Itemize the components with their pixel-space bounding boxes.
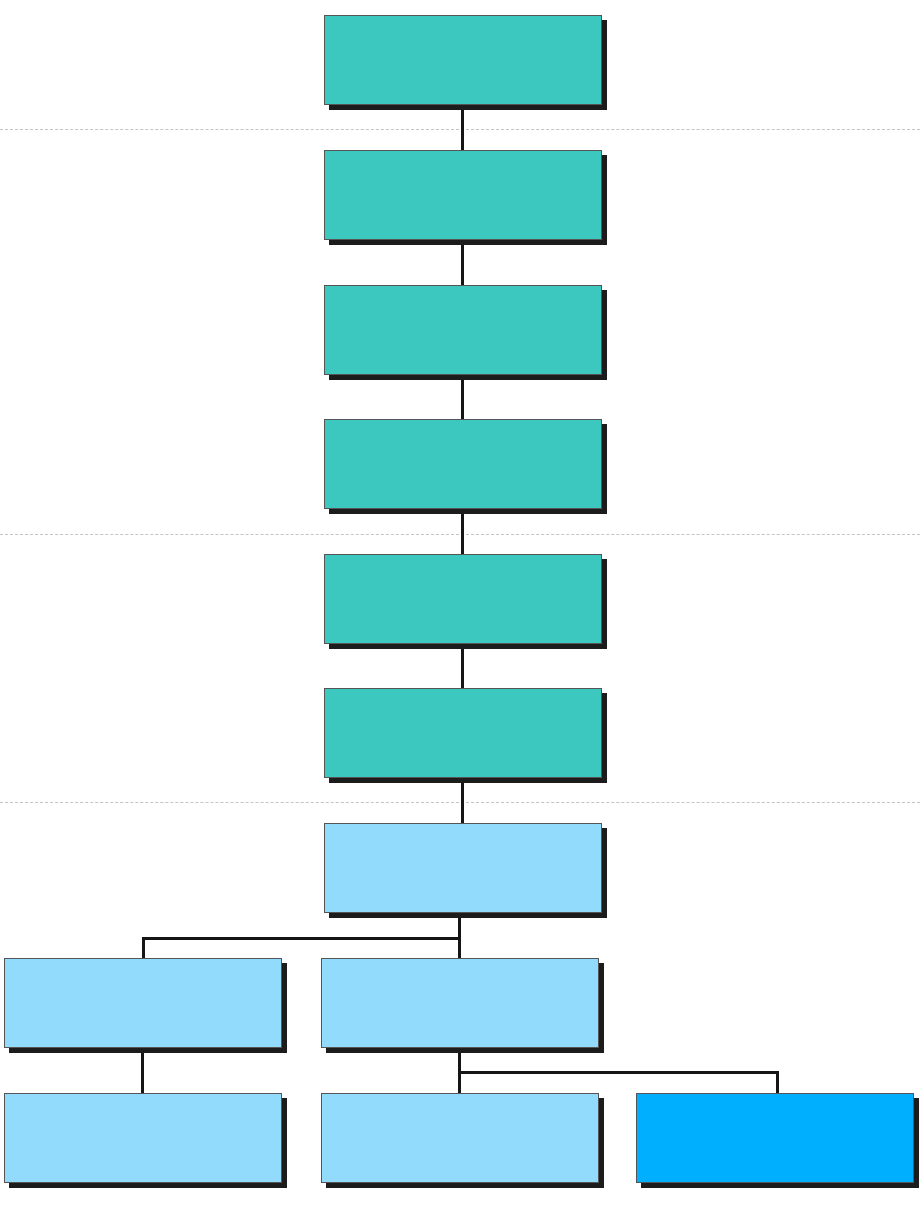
connector bbox=[461, 509, 464, 554]
divider-line bbox=[0, 802, 920, 803]
connector bbox=[458, 1048, 461, 1093]
connector bbox=[142, 937, 461, 940]
divider-line bbox=[0, 534, 920, 535]
tree-node[interactable] bbox=[4, 1093, 282, 1183]
connector bbox=[458, 913, 461, 958]
tree-node[interactable] bbox=[324, 15, 602, 105]
tree-node[interactable] bbox=[636, 1093, 914, 1183]
tree-node[interactable] bbox=[4, 958, 282, 1048]
tree-node[interactable] bbox=[324, 419, 602, 509]
connector bbox=[461, 644, 464, 688]
tree-node[interactable] bbox=[324, 823, 602, 913]
tree-node[interactable] bbox=[324, 150, 602, 240]
connector bbox=[461, 240, 464, 285]
divider-line bbox=[0, 129, 920, 130]
tree-node[interactable] bbox=[324, 554, 602, 644]
connector bbox=[142, 937, 145, 958]
connector bbox=[458, 1071, 779, 1074]
tree-node[interactable] bbox=[321, 958, 599, 1048]
tree-node[interactable] bbox=[324, 285, 602, 375]
tree-node[interactable] bbox=[324, 688, 602, 778]
connector bbox=[141, 1048, 144, 1093]
connector bbox=[461, 105, 464, 150]
connector bbox=[461, 375, 464, 419]
connector bbox=[461, 778, 464, 823]
connector bbox=[776, 1071, 779, 1093]
tree-node[interactable] bbox=[321, 1093, 599, 1183]
